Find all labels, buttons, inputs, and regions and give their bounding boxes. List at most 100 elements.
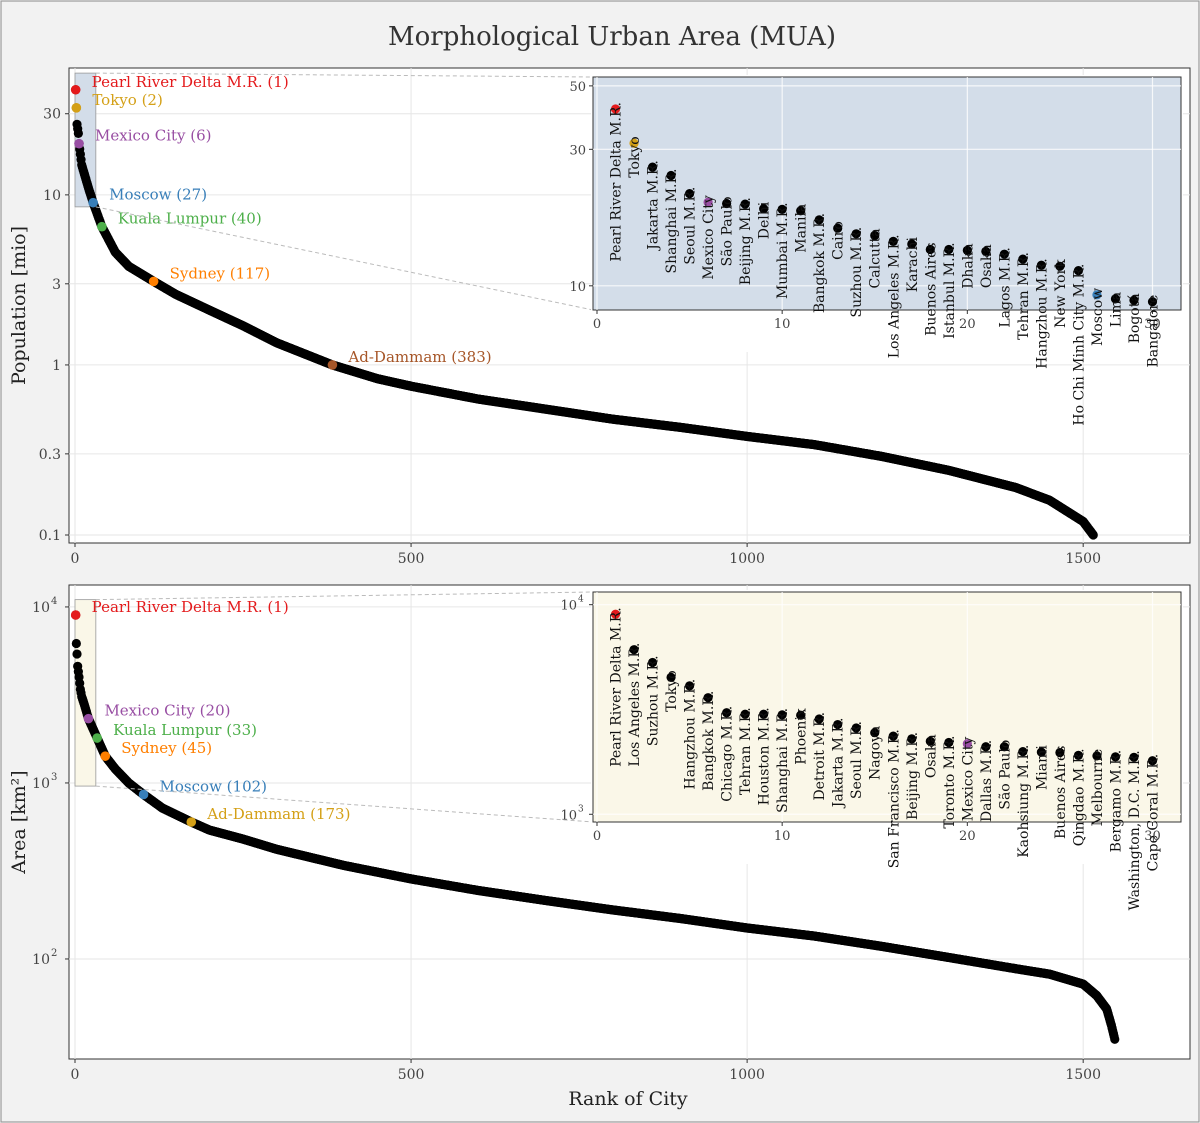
inset-point-label: Buenos Aires [1053, 746, 1069, 839]
y-tick-label: 10 [32, 776, 50, 792]
inset-point-label: Melbourne [1090, 749, 1106, 827]
inset-point [888, 236, 898, 246]
highlight-point [186, 817, 197, 827]
zoom-connector [95, 591, 594, 601]
inset-point-label: Washington, D.C. M.R. [1127, 750, 1143, 910]
inset-point-label: Hangzhou M.R. [1034, 258, 1050, 369]
y-tick-exponent: 3 [51, 772, 57, 783]
highlight-point [97, 221, 107, 232]
inset-point-label: Karachi [905, 236, 921, 292]
inset-point [1092, 290, 1102, 300]
inset-point-label: Osaka [923, 734, 939, 778]
inset-point [1018, 254, 1028, 264]
inset-point [759, 709, 769, 719]
inset-point [1147, 756, 1158, 766]
inset-point-label: Cairo [831, 221, 847, 260]
x-tick-label: 500 [398, 1067, 425, 1083]
zoom-connector [95, 72, 594, 78]
inset-point [833, 719, 843, 730]
inset-point-label: Istanbul M.R. [942, 242, 958, 338]
inset-point-label: Mexico City [960, 737, 976, 822]
inset-y-tick-label: 30 [569, 143, 586, 158]
inset-point [1055, 747, 1065, 758]
inset-point [740, 709, 750, 719]
inset-point [814, 714, 824, 724]
inset-point [1036, 747, 1046, 757]
inset-x-tick-label: 20 [959, 317, 976, 332]
figure-title: Morphological Urban Area (MUA) [388, 22, 836, 52]
inset-point [999, 249, 1009, 259]
inset-point [703, 693, 713, 703]
inset-point-label: Lima [1108, 292, 1124, 327]
inset-point-label: Houston M.R. [757, 707, 773, 805]
inset-point-label: Detroit M.R. [812, 712, 828, 801]
inset-point-label: Mexico City [701, 195, 717, 280]
inset-point-label: Toronto M.R. [942, 736, 958, 829]
inset-point-label: Delhi [757, 201, 773, 239]
inset-point [870, 728, 880, 738]
inset-point-label: Hangzhou M.R. [683, 679, 699, 790]
inset-x-tick-label: 20 [959, 829, 976, 844]
inset-point [629, 138, 639, 148]
inset-point [851, 229, 861, 239]
inset-point [1036, 260, 1046, 270]
x-tick-label: 0 [71, 551, 80, 567]
inset-point-label: Calcutta [868, 228, 884, 288]
inset-point-label: Tehran M.R. [738, 707, 754, 795]
inset-point-label: Los Angeles M.R. [886, 234, 902, 358]
y-tick-exponent: 2 [51, 948, 57, 959]
inset-point [833, 223, 843, 233]
highlight-point [83, 713, 94, 724]
inset-x-tick-label: 30 [1144, 829, 1161, 844]
y-tick-label: 30 [43, 107, 61, 123]
inset-point [1055, 261, 1065, 271]
inset-point [999, 742, 1009, 752]
inset-point-label: Seoul M.R. [849, 721, 865, 799]
highlight-point [100, 751, 111, 761]
inset-point [1129, 752, 1139, 762]
inset-point [722, 708, 732, 718]
y-axis-title: Population [mio] [8, 226, 30, 385]
highlight-point [138, 789, 149, 800]
inset-point [925, 736, 935, 746]
inset-point [1110, 752, 1121, 762]
highlight-point [92, 733, 102, 743]
highlight-point [74, 138, 84, 149]
inset-point [740, 199, 750, 209]
x-tick-label: 1000 [729, 1067, 765, 1083]
inset-point [722, 198, 732, 209]
data-point [71, 638, 81, 649]
inset-point-label: Moscow [1090, 288, 1106, 346]
inset-point-label: São Paulo [720, 196, 736, 266]
inset-point [851, 723, 861, 733]
inset-x-tick-label: 0 [593, 829, 601, 844]
inset-point-label: Los Angeles M.R. [627, 643, 643, 767]
inset-point [1073, 750, 1084, 760]
inset-point [703, 197, 713, 207]
inset-point [684, 189, 695, 199]
inset-point [888, 731, 898, 741]
inset-point [666, 672, 676, 682]
y-tick-label: 10 [43, 188, 61, 204]
inset-point [870, 230, 880, 241]
y-tick-label: 1 [52, 358, 61, 374]
highlight-label: Moscow (27) [109, 186, 207, 204]
inset-point [666, 170, 676, 181]
highlight-point [327, 360, 338, 370]
inset-point-label: Osaka [979, 244, 995, 288]
inset-point-label: Suzhou M.R. [849, 227, 865, 318]
inset-panel [592, 591, 1182, 823]
y-tick-label: 3 [52, 277, 61, 293]
inset-point-label: Chicago M.R. [720, 706, 736, 802]
inset-point-label: Lagos M.R. [997, 247, 1013, 327]
inset-point [777, 710, 787, 720]
inset-point [1018, 747, 1028, 757]
inset-point-label: Kaohsiung M.R. [1016, 745, 1032, 858]
inset-point-label: Seoul M.R. [683, 187, 699, 265]
inset-y-tick-label: 10 [560, 599, 577, 614]
inset-y-tick-label: 10 [560, 808, 577, 823]
inset-point [1092, 751, 1102, 761]
inset-point-label: Jakarta M.R. [831, 718, 847, 810]
